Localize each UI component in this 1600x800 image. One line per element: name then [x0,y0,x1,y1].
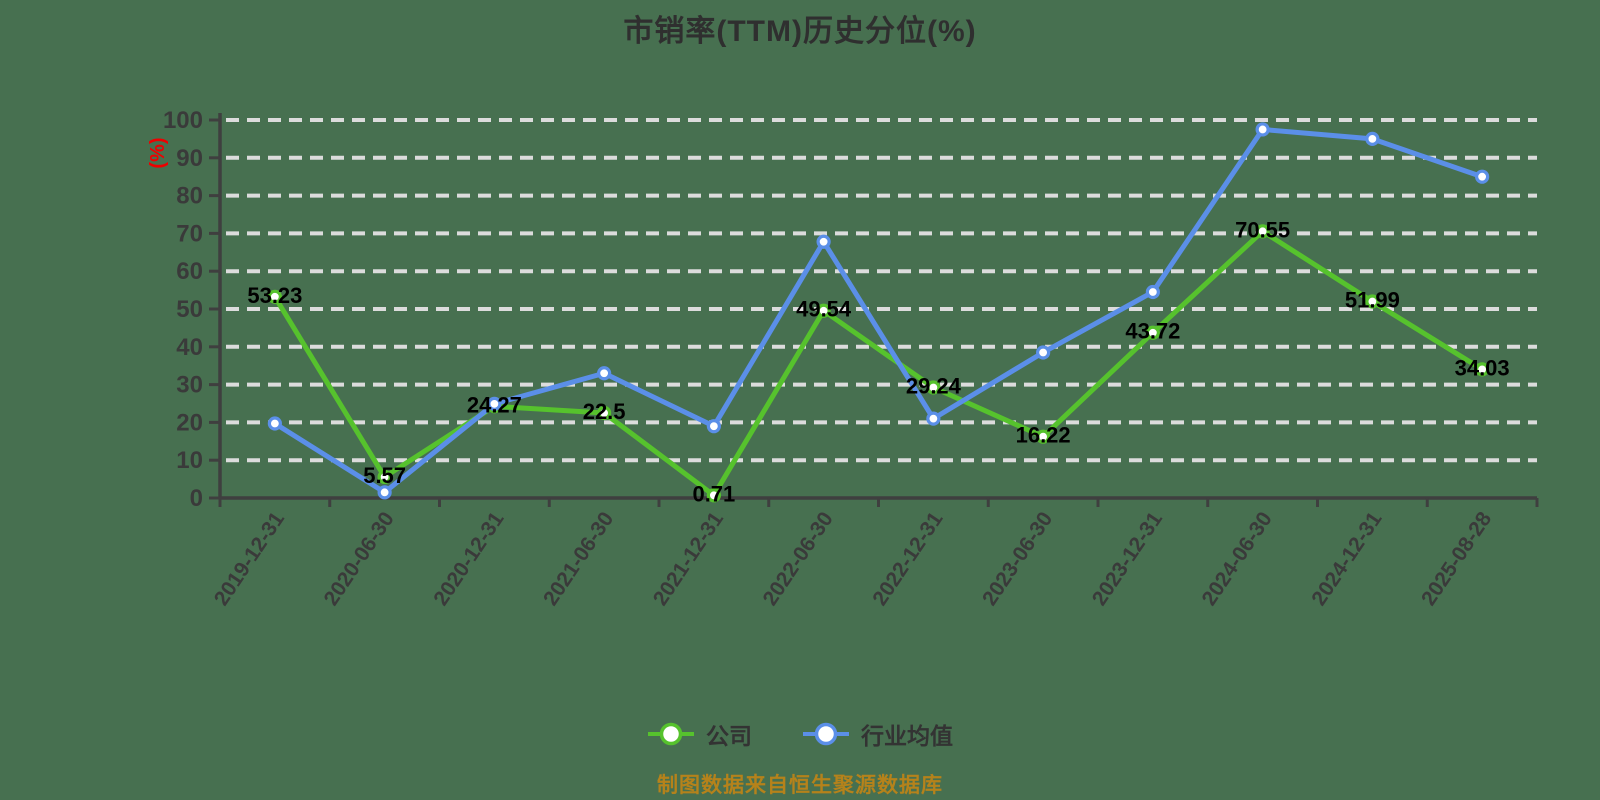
svg-text:2025-08-28: 2025-08-28 [1417,508,1496,610]
legend-label-company: 公司 [706,723,752,749]
svg-text:2022-06-30: 2022-06-30 [759,508,838,610]
series-markers-0 [267,224,1490,503]
svg-text:70: 70 [176,220,203,247]
svg-text:2024-06-30: 2024-06-30 [1198,508,1277,610]
x-axis-labels: 2019-12-31 2020-06-30 2020-12-31 2021-06-30… [210,508,1497,610]
legend-item-industry-average[interactable]: 行业均值 [802,717,953,751]
svg-text:34.03: 34.03 [1455,355,1510,380]
svg-text:29.24: 29.24 [906,373,962,398]
svg-text:2023-12-31: 2023-12-31 [1088,508,1167,610]
series-line-1 [272,126,1485,495]
svg-text:40: 40 [176,334,203,361]
svg-text:70.55: 70.55 [1235,217,1290,242]
svg-text:22.5: 22.5 [583,399,626,424]
svg-text:16.22: 16.22 [1016,423,1071,448]
svg-text:0.71: 0.71 [692,481,735,506]
industry-average-series-marker-icon [803,722,849,746]
point-value-labels: 53.23 5.57 24.27 22.5 0.71 49.54 29.24 16.22 43.… [247,217,1509,506]
y-axis-labels: 0 10 20 30 40 50 60 70 80 90 100 [163,107,203,512]
svg-text:5.57: 5.57 [363,463,406,488]
svg-text:0: 0 [190,485,203,512]
svg-text:60: 60 [176,258,203,285]
svg-text:2024-12-31: 2024-12-31 [1307,508,1386,610]
svg-text:90: 90 [176,145,203,172]
svg-text:100: 100 [163,107,203,134]
svg-text:20: 20 [176,409,203,436]
svg-text:2021-12-31: 2021-12-31 [649,508,728,610]
svg-text:51.99: 51.99 [1345,287,1400,312]
svg-text:2020-06-30: 2020-06-30 [320,508,399,610]
svg-text:2023-06-30: 2023-06-30 [978,508,1057,610]
svg-text:49.54: 49.54 [796,297,852,322]
legend: 公司 行业均值 [0,717,1600,751]
svg-text:30: 30 [176,372,203,399]
svg-text:2021-06-30: 2021-06-30 [539,508,618,610]
svg-text:50: 50 [176,296,203,323]
legend-label-industry-average: 行业均值 [861,723,953,749]
data-source-caption: 制图数据来自恒生聚源数据库 [657,774,943,797]
company-series-marker-icon [648,722,694,746]
series-markers-1 [267,122,1490,500]
svg-text:2022-12-31: 2022-12-31 [868,508,947,610]
svg-text:43.72: 43.72 [1125,319,1180,344]
svg-text:24.27: 24.27 [467,392,522,417]
chart-title: 市销率(TTM)历史分位(%) [623,15,977,48]
svg-text:80: 80 [176,183,203,210]
svg-text:10: 10 [176,447,203,474]
legend-item-company[interactable]: 公司 [647,717,752,751]
gridlines [226,118,1537,463]
svg-text:53.23: 53.23 [247,283,302,308]
svg-text:2019-12-31: 2019-12-31 [210,508,289,610]
axes [209,113,1539,507]
svg-text:2020-12-31: 2020-12-31 [429,508,508,610]
